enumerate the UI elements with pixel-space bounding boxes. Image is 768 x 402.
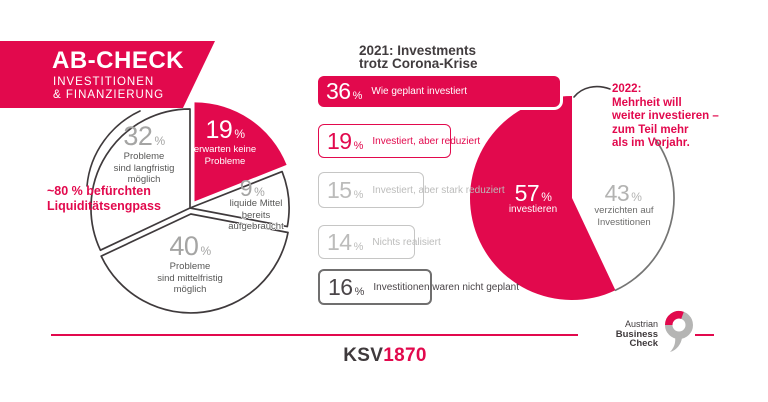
pie-slice-40: [100, 213, 289, 314]
slice-label-43: verzichten auf Investitionen: [594, 205, 654, 228]
bar-value: 15: [327, 176, 352, 203]
bar-value: 14: [327, 228, 352, 255]
slice-value-57: 57%: [514, 180, 552, 206]
bar-value: 19: [327, 127, 352, 154]
pie-chart-2022: [469, 95, 675, 300]
page-title: AB-CHECK: [52, 47, 184, 74]
bar-wie-geplant: 36% Wie geplant investiert: [318, 76, 560, 107]
speech-bubble-icon: [665, 311, 693, 352]
footer-rule-right: [695, 334, 714, 336]
bar-label: Investiert, aber stark reduziert: [372, 184, 505, 196]
section-title-2021: 2021: Investments trotz Corona-Krise: [359, 43, 478, 71]
ksv-logo-prefix: KSV: [343, 345, 384, 366]
ksv-logo-suffix: 1870: [383, 345, 427, 366]
bar-reduziert: 19% Investiert, aber reduziert: [318, 124, 480, 158]
pie-slice-19: [194, 102, 287, 202]
bar-nicht-geplant: 16% Investitionen waren nicht geplant: [318, 269, 519, 305]
slice-label-40: Probleme sind mittelfristig möglich: [157, 261, 223, 295]
bar-label: Nichts realisiert: [372, 236, 441, 248]
pie-arc-43: [614, 138, 675, 292]
slice-value-19: 19%: [205, 116, 245, 144]
slice-label-57: investieren: [508, 204, 558, 215]
ksv1870-logo: KSV1870: [300, 345, 470, 367]
slice-value-32: 32%: [123, 121, 165, 151]
bar-label: Wie geplant investiert: [371, 86, 467, 97]
pie-slice-57: [469, 95, 616, 300]
bar-stark-reduziert: 15% Investiert, aber stark reduziert: [318, 172, 505, 208]
bar-value: 16: [328, 273, 353, 300]
slice-label-9: liquide Mittel bereits aufgebraucht: [228, 198, 284, 232]
slice-value-43: 43%: [604, 180, 642, 206]
pie-slice-9: [189, 170, 290, 228]
bar-value: 36: [326, 78, 351, 104]
bar-label: Investiert, aber reduziert: [372, 135, 481, 147]
annotation-2022: 2022: Mehrheit will weiter investieren –…: [612, 83, 719, 149]
bar-nichts-realisiert: 14% Nichts realisiert: [318, 225, 441, 259]
header-ribbon: AB-CHECK INVESTITIONEN & FINANZIERUNG: [0, 41, 215, 108]
austrian-business-check-label: Austrian Business Check: [615, 319, 658, 349]
liquidity-callout: ~80 % befürchten Liquiditätsengpass: [47, 184, 161, 213]
slice-value-40: 40%: [169, 231, 211, 261]
page-subtitle-line2: & FINANZIERUNG: [53, 89, 165, 101]
page-subtitle-line1: INVESTITIONEN: [53, 76, 155, 88]
slice-label-19: erwarten keine Probleme: [193, 144, 257, 167]
slice-value-9: 9%: [239, 175, 265, 201]
slice-label-32: Probleme sind langfristig möglich: [113, 151, 175, 185]
footer-rule-left: [51, 334, 578, 336]
bar-label: Investitionen waren nicht geplant: [373, 281, 520, 293]
